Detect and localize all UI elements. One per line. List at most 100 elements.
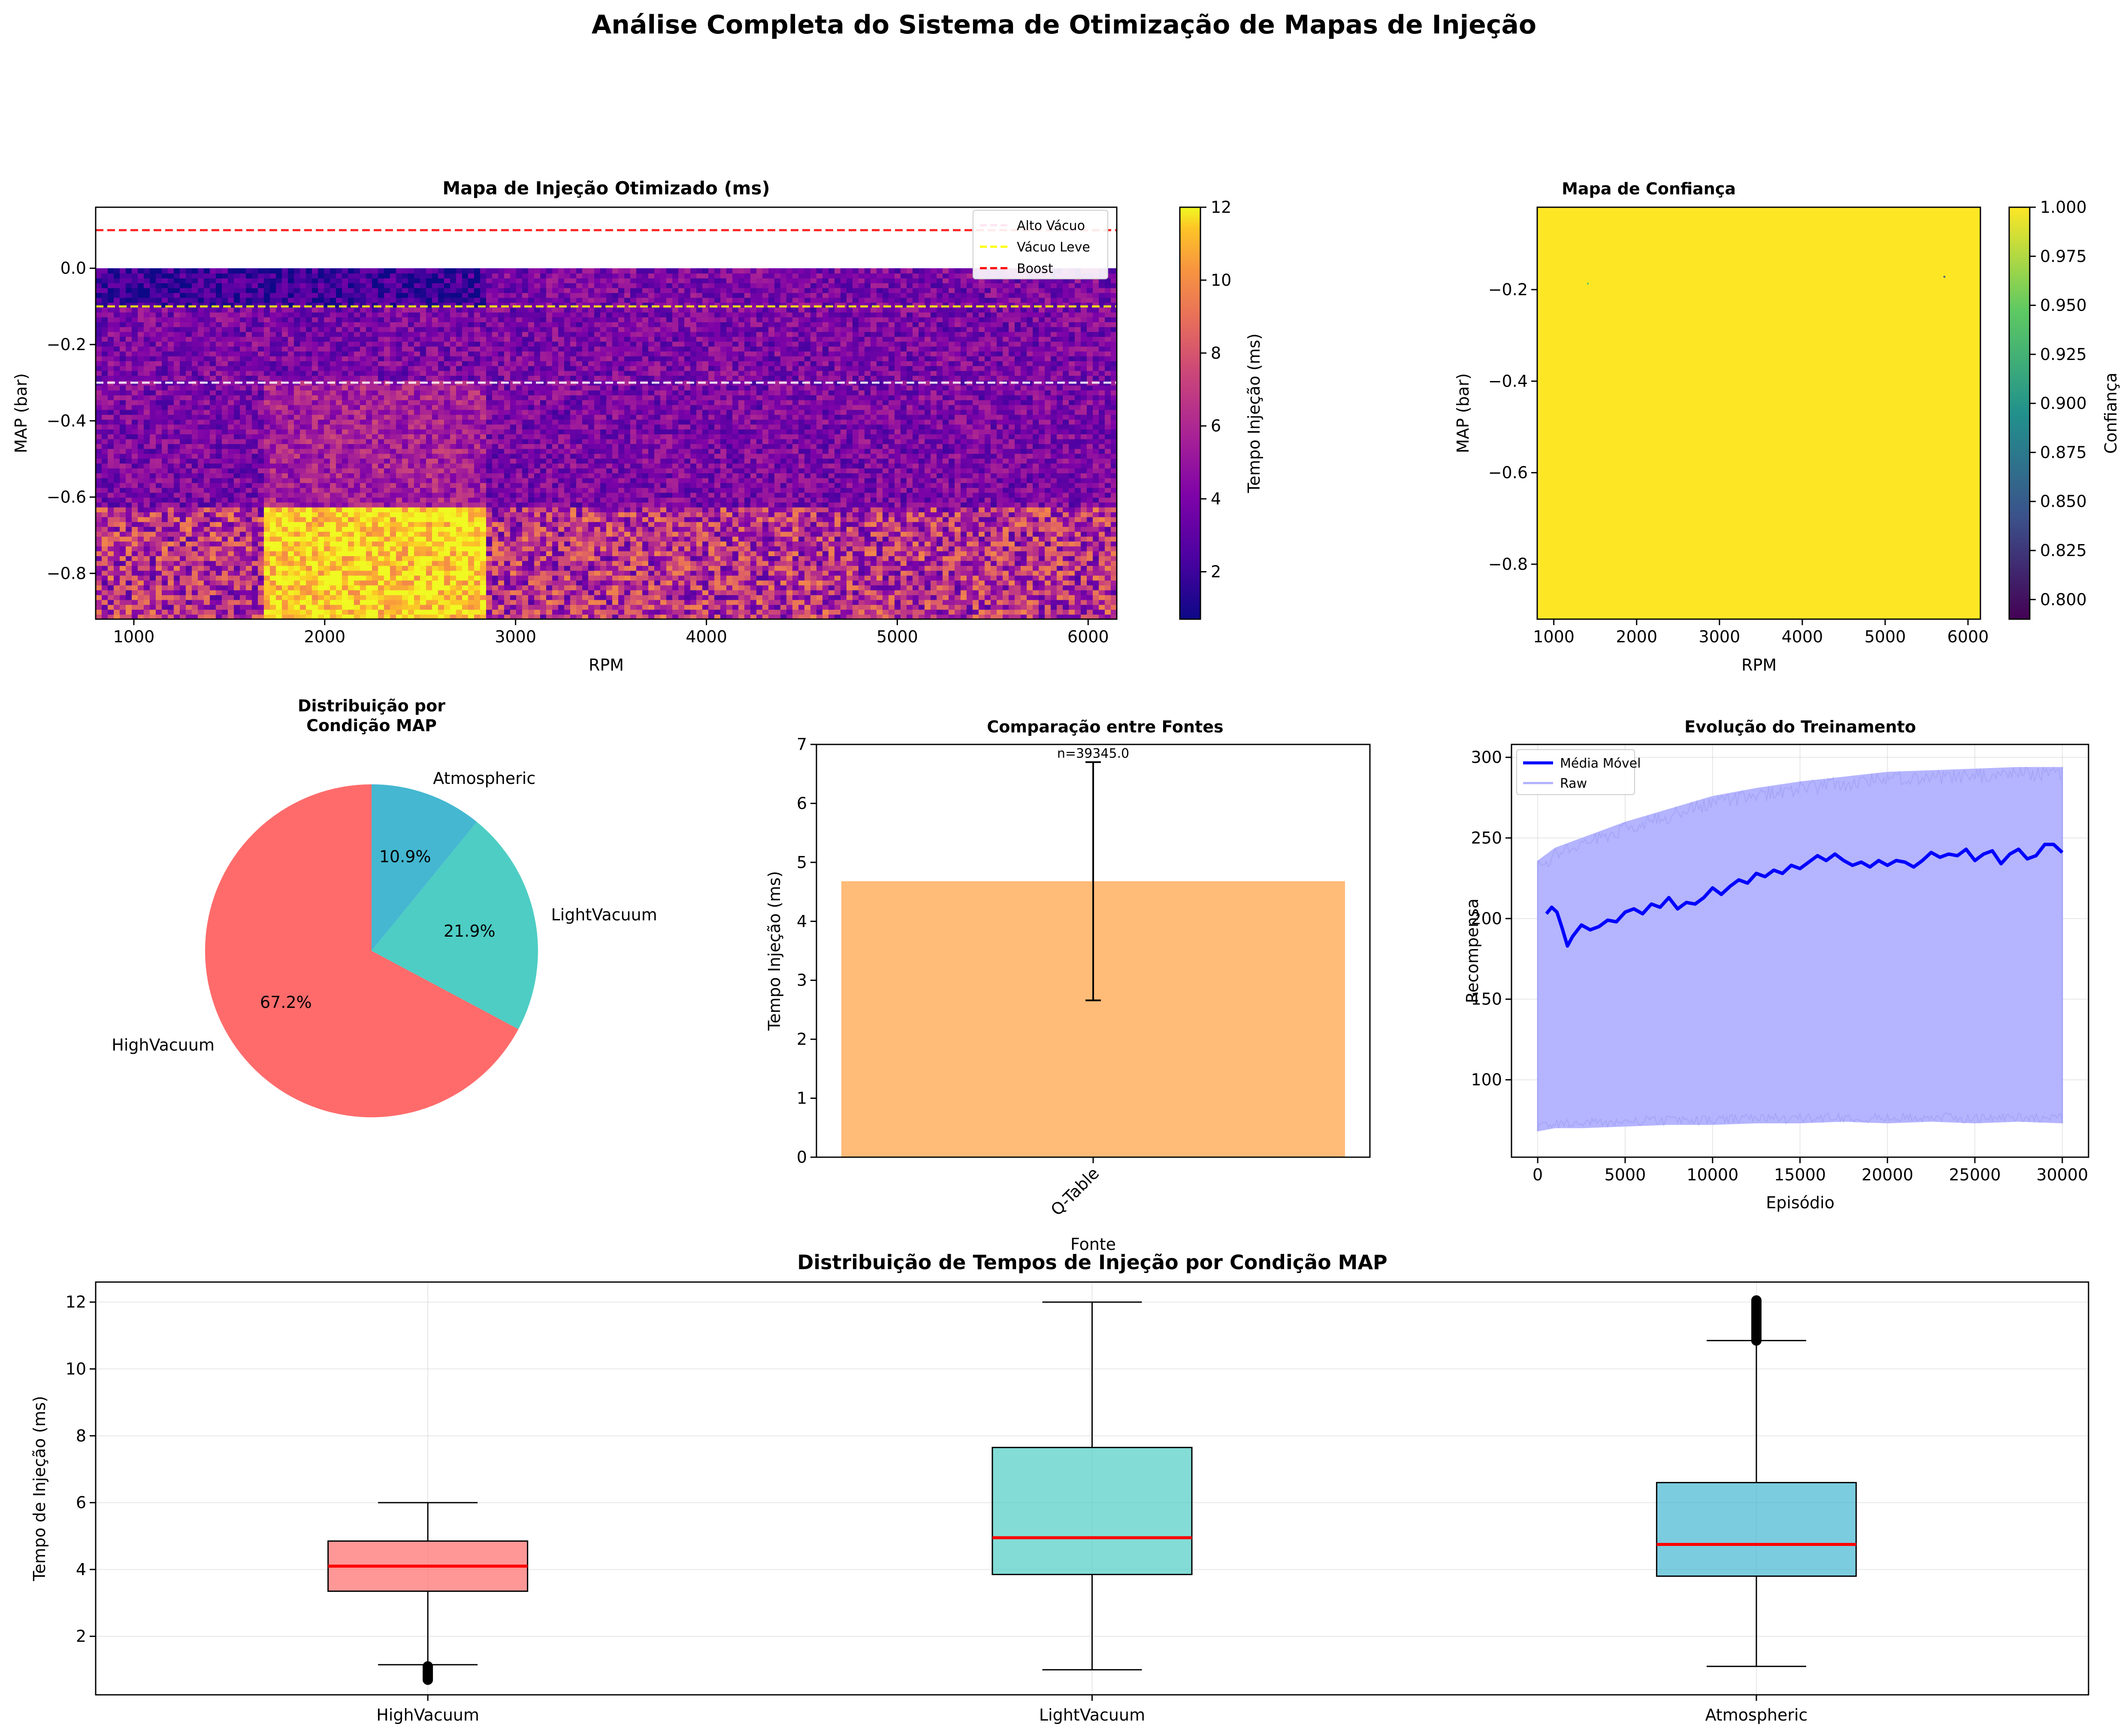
heatmap-cell — [450, 517, 456, 522]
heatmap-cell — [1045, 575, 1051, 581]
heatmap-cell — [955, 560, 961, 566]
heatmap-cell — [756, 599, 763, 605]
heatmap-cell — [684, 541, 691, 547]
heatmap-cell — [654, 590, 661, 596]
heatmap-cell — [252, 502, 258, 508]
heatmap-cell — [858, 599, 865, 605]
heatmap-cell — [432, 507, 438, 512]
heatmap-cell — [132, 512, 138, 517]
heatmap-cell — [132, 614, 138, 619]
heatmap-cell — [642, 492, 649, 498]
heatmap-cell — [606, 599, 613, 605]
heatmap-cell — [342, 487, 348, 493]
heatmap-cell — [786, 614, 793, 619]
heatmap-cell — [486, 521, 493, 527]
heatmap-cell — [895, 580, 901, 586]
heatmap-cell — [282, 604, 288, 610]
heatmap-cell — [744, 492, 751, 498]
heatmap-cell — [378, 585, 384, 590]
heatmap-cell — [588, 590, 595, 596]
heatmap-cell — [390, 556, 396, 561]
heatmap-cell — [895, 614, 901, 619]
heatmap-cell — [570, 566, 577, 571]
heatmap-cell — [180, 521, 186, 527]
heatmap-cell — [1075, 599, 1081, 605]
heatmap-cell — [852, 570, 859, 576]
heatmap-cell — [1015, 478, 1021, 483]
heatmap-cell — [1069, 590, 1075, 596]
heatmap-cell — [1045, 585, 1051, 590]
heatmap-cell — [672, 551, 679, 556]
heatmap-cell — [871, 483, 877, 488]
heatmap-cell — [246, 497, 252, 503]
heatmap-cell — [804, 580, 811, 586]
heatmap-cell — [570, 541, 577, 547]
heatmap-cell — [600, 487, 607, 493]
heatmap-cell — [961, 541, 967, 547]
heatmap-cell — [648, 541, 655, 547]
heatmap-cell — [474, 492, 481, 498]
heatmap-cell — [636, 546, 643, 551]
heatmap-cell — [102, 507, 108, 512]
heatmap-cell — [714, 492, 721, 498]
heatmap-cell — [624, 526, 631, 532]
heatmap-cell — [1051, 483, 1057, 488]
heatmap-cell — [126, 487, 132, 493]
heatmap-cell — [462, 536, 469, 542]
heatmap-cell — [270, 497, 276, 503]
heatmap-cell — [228, 497, 234, 503]
heatmap-cell — [720, 551, 727, 556]
heatmap-cell — [678, 590, 685, 596]
heatmap-cell — [594, 541, 601, 547]
heatmap-cell — [1057, 590, 1063, 596]
heatmap-cell — [985, 595, 991, 600]
heatmap-cell — [204, 487, 210, 493]
heatmap-cell — [1039, 556, 1045, 561]
heatmap-cell — [949, 580, 955, 586]
heatmap-cell — [414, 541, 420, 547]
heatmap-cell — [672, 497, 679, 503]
heatmap-cell — [1087, 599, 1093, 605]
heatmap-cell — [786, 492, 793, 498]
heatmap-cell — [228, 473, 234, 478]
heatmap-cell — [168, 517, 174, 522]
heatmap-cell — [678, 512, 685, 517]
heatmap-cell — [552, 556, 559, 561]
heatmap-cell — [913, 566, 919, 571]
heatmap-cell — [162, 526, 168, 532]
heatmap-cell — [108, 566, 114, 571]
heatmap-cell — [114, 473, 120, 478]
heatmap-cell — [108, 599, 114, 605]
heatmap-cell — [822, 585, 829, 590]
heatmap-cell — [636, 541, 643, 547]
heatmap-cell — [750, 483, 757, 488]
heatmap-cell — [216, 599, 222, 605]
heatmap-cell — [408, 556, 414, 561]
heatmap-cell — [594, 492, 601, 498]
heatmap-cell — [318, 595, 324, 600]
heatmap-cell — [732, 604, 739, 610]
heatmap-cell — [144, 541, 150, 547]
heatmap-cell — [516, 507, 523, 512]
heatmap-cell — [222, 497, 228, 503]
heatmap-cell — [510, 492, 517, 498]
heatmap-cell — [840, 590, 847, 596]
heatmap-cell — [426, 599, 432, 605]
heatmap-cell — [396, 478, 402, 483]
heatmap-cell — [913, 487, 919, 493]
heatmap-cell — [967, 521, 973, 527]
heatmap-cell — [624, 575, 631, 581]
heatmap-cell — [474, 560, 481, 566]
heatmap-cell — [804, 517, 811, 522]
heatmap-cell — [630, 478, 637, 483]
heatmap-cell — [348, 609, 354, 615]
heatmap-cell — [780, 614, 787, 619]
heatmap-cell — [762, 580, 769, 586]
heatmap-cell — [408, 517, 414, 522]
heatmap-cell — [444, 541, 450, 547]
heatmap-cell — [396, 473, 402, 478]
heatmap-cell — [372, 517, 378, 522]
heatmap-cell — [180, 609, 186, 615]
heatmap-cell — [432, 473, 438, 478]
heatmap-cell — [372, 595, 378, 600]
